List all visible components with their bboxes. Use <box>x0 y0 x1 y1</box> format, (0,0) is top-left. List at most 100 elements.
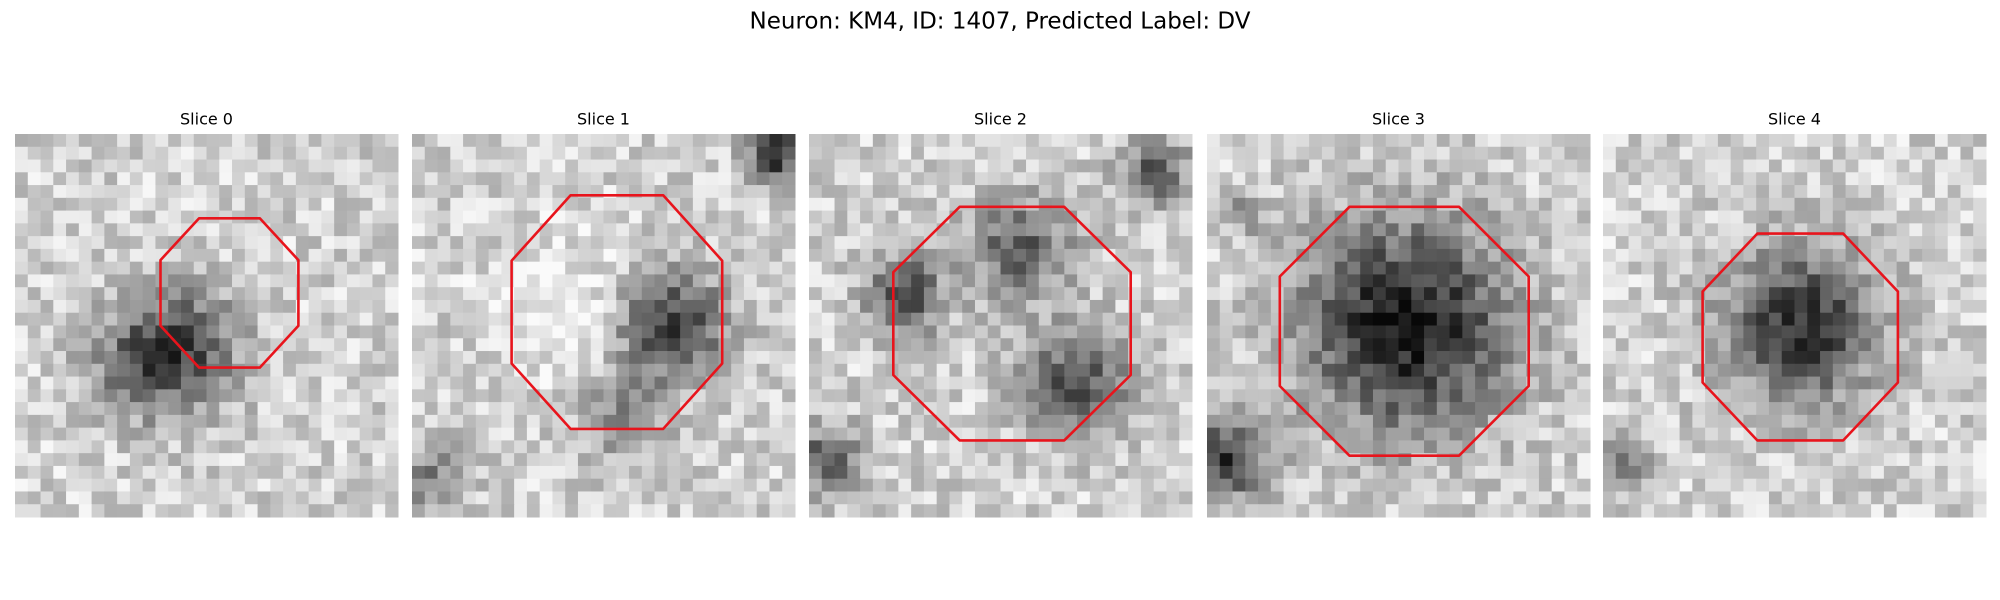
pixel <box>629 134 643 148</box>
pixel <box>1871 440 1885 454</box>
pixel <box>872 287 887 301</box>
pixel <box>1064 414 1078 429</box>
pixel <box>1219 338 1234 352</box>
pixel <box>1153 389 1167 403</box>
pixel <box>155 389 169 403</box>
pixel <box>1641 465 1655 480</box>
pixel <box>577 389 592 403</box>
pixel <box>1334 491 1348 505</box>
pixel <box>847 427 861 441</box>
pixel <box>488 312 502 326</box>
pixel <box>603 478 617 492</box>
pixel <box>872 210 887 224</box>
pixel <box>1845 287 1859 301</box>
pixel <box>1424 427 1438 441</box>
pixel <box>257 453 271 467</box>
pixel <box>1321 159 1336 173</box>
pixel <box>1166 414 1180 429</box>
pixel <box>270 376 284 390</box>
pixel <box>1832 287 1847 301</box>
pixel <box>1245 453 1259 467</box>
pixel <box>168 312 182 326</box>
pixel <box>1820 159 1834 173</box>
pixel <box>552 172 566 186</box>
pixel <box>372 261 386 275</box>
pixel <box>1871 351 1885 365</box>
pixel <box>1934 248 1949 263</box>
pixel <box>232 453 246 467</box>
pixel <box>1756 248 1770 263</box>
pixel <box>1526 185 1540 199</box>
pixel <box>1628 402 1642 416</box>
pixel <box>898 287 912 301</box>
pixel <box>1526 491 1540 505</box>
pixel <box>1258 146 1272 161</box>
pixel <box>1705 325 1719 339</box>
pixel <box>756 299 770 314</box>
pixel <box>603 134 617 148</box>
pixel <box>1270 134 1285 148</box>
pixel <box>1179 261 1193 275</box>
pixel <box>295 440 310 454</box>
pixel <box>1705 414 1719 429</box>
pixel <box>1077 261 1091 275</box>
pixel <box>206 299 220 314</box>
pixel <box>1102 248 1116 263</box>
pixel <box>1219 261 1234 275</box>
pixel <box>1051 389 1065 403</box>
pixel <box>1564 223 1578 237</box>
pixel <box>1270 478 1285 492</box>
pixel <box>1922 389 1936 403</box>
pixel <box>1360 159 1374 173</box>
pixel <box>1756 363 1770 378</box>
pixel <box>1487 440 1502 454</box>
pixel <box>1513 299 1527 314</box>
pixel <box>1858 274 1872 288</box>
pixel <box>1462 274 1476 288</box>
pixel <box>834 389 848 403</box>
pixel <box>257 478 271 492</box>
pixel <box>66 338 80 352</box>
pixel <box>1500 414 1514 429</box>
pixel <box>1922 504 1936 518</box>
pixel <box>104 478 118 492</box>
pixel <box>769 402 783 416</box>
pixel <box>603 223 617 237</box>
pixel <box>129 261 144 275</box>
pixel <box>1462 402 1476 416</box>
pixel <box>641 172 656 186</box>
pixel <box>821 274 836 288</box>
pixel <box>1051 134 1065 148</box>
pixel <box>168 363 182 378</box>
pixel <box>206 376 220 390</box>
pixel <box>15 440 29 454</box>
pixel <box>1883 159 1898 173</box>
pixel <box>1207 287 1221 301</box>
pixel <box>1038 414 1053 429</box>
pixel <box>911 185 925 199</box>
pixel <box>463 504 477 518</box>
pixel <box>1794 312 1808 326</box>
pixel <box>244 197 259 212</box>
pixel <box>1321 402 1336 416</box>
pixel <box>372 159 386 173</box>
pixel <box>463 299 477 314</box>
pixel <box>629 159 643 173</box>
pixel <box>629 453 643 467</box>
pixel <box>1564 414 1578 429</box>
pixel <box>1832 453 1847 467</box>
pixel <box>475 478 490 492</box>
pixel <box>1487 325 1502 339</box>
pixel <box>974 414 989 429</box>
pixel <box>1077 299 1091 314</box>
pixel <box>1871 402 1885 416</box>
pixel <box>1179 223 1193 237</box>
roi-contour <box>1278 205 1530 458</box>
pixel <box>641 440 656 454</box>
pixel <box>847 465 861 480</box>
pixel <box>1296 453 1310 467</box>
pixel <box>1922 261 1936 275</box>
pixel <box>756 402 770 416</box>
pixel <box>359 197 373 212</box>
pixel <box>1436 134 1451 148</box>
